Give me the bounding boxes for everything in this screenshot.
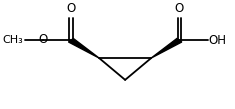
Text: O: O — [38, 33, 47, 46]
Text: CH₃: CH₃ — [2, 35, 23, 45]
Text: O: O — [66, 2, 75, 15]
Text: OH: OH — [209, 34, 227, 47]
Polygon shape — [151, 38, 182, 58]
Polygon shape — [68, 38, 99, 58]
Text: O: O — [175, 2, 184, 15]
